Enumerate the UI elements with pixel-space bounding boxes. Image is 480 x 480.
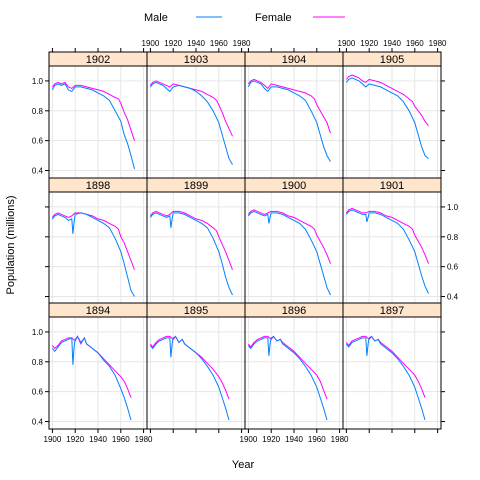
series-line-male: [346, 209, 429, 294]
series-line-male: [248, 335, 328, 421]
x-tick-label: 1920: [66, 435, 84, 444]
x-tick-label: 1920: [164, 39, 182, 48]
x-tick-label: 1980: [233, 39, 251, 48]
series-line-female: [248, 78, 331, 134]
x-tick-label: 1900: [142, 39, 160, 48]
legend-label-female: Female: [255, 12, 292, 24]
panel-1901: 1901: [342, 177, 442, 305]
x-tick-label: 1960: [406, 39, 424, 48]
strip-label: 1904: [282, 54, 306, 66]
series-line-male: [150, 335, 230, 421]
legend: Male Female: [144, 12, 345, 24]
strip-label: 1895: [184, 305, 208, 317]
y-tick-label: 1.0: [32, 77, 44, 86]
x-tick-label: 1960: [210, 39, 228, 48]
series-line-female: [248, 209, 331, 264]
series-line-female: [346, 74, 429, 127]
series-line-male: [248, 210, 331, 296]
panel-1896: 1896: [244, 302, 344, 430]
y-tick-label: 0.4: [32, 418, 44, 427]
panel-1898: 1898: [48, 177, 148, 305]
x-tick-label: 1960: [112, 435, 130, 444]
strip-label: 1899: [184, 180, 208, 192]
y-tick-label: 0.6: [447, 263, 459, 272]
y-tick-label: 1.0: [447, 203, 459, 212]
series-line-female: [52, 212, 135, 270]
series-line-male: [346, 335, 426, 421]
series-line-male: [51, 83, 135, 170]
strip-label: 1896: [282, 305, 306, 317]
x-tick-label: 1980: [429, 39, 447, 48]
y-tick-label: 0.8: [32, 107, 44, 116]
legend-label-male: Male: [144, 12, 168, 24]
x-tick-label: 1940: [285, 435, 303, 444]
panel-1900: 1900: [244, 177, 344, 305]
panel-1895: 1895: [146, 302, 246, 430]
series-line-male: [52, 212, 135, 297]
x-tick-label: 1980: [331, 435, 349, 444]
x-tick-label: 1960: [308, 435, 326, 444]
x-tick-label: 1940: [383, 39, 401, 48]
x-tick-label: 1900: [338, 39, 356, 48]
axes: 1900 1920 1940 1960 1980 1900 1920 1940 1960 1980…: [32, 39, 459, 444]
panel-1903: 1903: [146, 51, 246, 179]
x-tick-label: 1900: [44, 435, 62, 444]
series-line-male: [150, 81, 233, 165]
series-line-female: [52, 81, 135, 141]
y-tick-label: 1.0: [32, 328, 44, 337]
y-axis-title: Population (millions): [5, 195, 17, 294]
y-tick-label: 0.4: [32, 167, 44, 176]
strip-label: 1894: [86, 305, 110, 317]
panel-1897: 1897: [342, 302, 442, 430]
panel-1894: 1894: [48, 302, 148, 430]
strip-label: 1901: [380, 180, 404, 192]
series-line-male: [150, 212, 233, 296]
strip-label: 1903: [184, 54, 208, 66]
y-tick-label: 0.8: [32, 358, 44, 367]
strip-label: 1905: [380, 54, 404, 66]
strip-label: 1898: [86, 180, 110, 192]
series-line-male: [346, 77, 429, 159]
panel-1902: 1902: [48, 51, 148, 179]
x-tick-label: 1980: [135, 435, 153, 444]
x-tick-label: 1940: [187, 39, 205, 48]
y-tick-label: 0.6: [32, 388, 44, 397]
strip-label: 1897: [380, 305, 404, 317]
x-tick-label: 1920: [360, 39, 378, 48]
series-line-male: [247, 80, 331, 162]
x-axis-title: Year: [232, 459, 255, 471]
panel-1905: 1905: [342, 51, 442, 179]
x-tick-label: 1900: [240, 435, 258, 444]
strip-label: 1902: [86, 54, 110, 66]
series-line-female: [150, 210, 233, 270]
series-line-female: [150, 335, 230, 400]
series-line-male: [52, 335, 132, 421]
series-line-female: [346, 207, 429, 264]
y-tick-label: 0.4: [447, 293, 459, 302]
panel-1904: 1904: [244, 51, 344, 179]
series-line-female: [52, 335, 132, 398]
strip-label: 1900: [282, 180, 306, 192]
series-line-female: [248, 335, 328, 400]
panels: 1902 1903 1904 1905 1898 1899 1900 1901 1894 1895…: [48, 51, 442, 430]
y-tick-label: 0.8: [447, 233, 459, 242]
panel-1899: 1899: [146, 177, 246, 305]
series-line-female: [346, 335, 426, 398]
x-tick-label: 1920: [262, 435, 280, 444]
y-tick-label: 0.6: [32, 137, 44, 146]
x-tick-label: 1940: [89, 435, 107, 444]
